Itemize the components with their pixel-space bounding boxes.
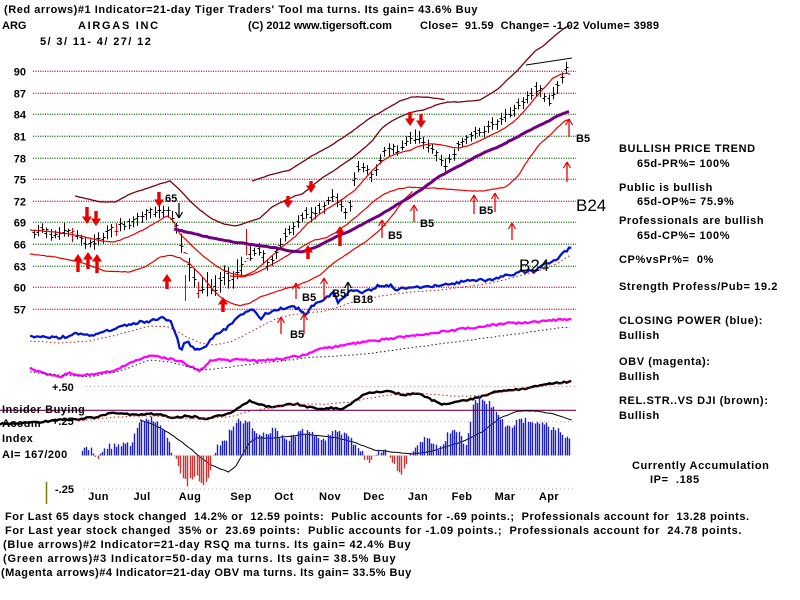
svg-text:72: 72 bbox=[14, 197, 26, 209]
svg-text:Index: Index bbox=[2, 433, 34, 445]
svg-text:Jan: Jan bbox=[408, 491, 428, 503]
svg-text:66: 66 bbox=[14, 240, 26, 252]
svg-text:Feb: Feb bbox=[452, 491, 473, 503]
svg-text:Oct: Oct bbox=[274, 491, 294, 503]
svg-text:CP%vsPr%= 0%: CP%vsPr%= 0% bbox=[619, 254, 714, 266]
svg-text:AIRGAS INC: AIRGAS INC bbox=[78, 20, 160, 32]
svg-text:84: 84 bbox=[14, 110, 27, 122]
svg-text:-.25: -.25 bbox=[55, 484, 74, 496]
svg-text:B5: B5 bbox=[420, 218, 434, 230]
svg-text:Public is bullish: Public is bullish bbox=[619, 182, 713, 194]
svg-text:69: 69 bbox=[14, 218, 26, 230]
svg-text:B5: B5 bbox=[332, 288, 346, 300]
svg-text:OBV (magenta):: OBV (magenta): bbox=[619, 356, 711, 368]
svg-text:(Green arrows)#3 Indicator=50-: (Green arrows)#3 Indicator=50-day ma tur… bbox=[3, 553, 396, 565]
svg-text:(C) 2012 www.tigersoft.com: (C) 2012 www.tigersoft.com bbox=[248, 20, 392, 32]
svg-text:B18: B18 bbox=[353, 294, 373, 306]
svg-text:IP= .185: IP= .185 bbox=[650, 474, 700, 486]
svg-text:90: 90 bbox=[14, 67, 26, 79]
svg-text:60: 60 bbox=[14, 283, 26, 295]
svg-text:B24: B24 bbox=[576, 196, 606, 215]
svg-text:78: 78 bbox=[14, 154, 26, 166]
svg-text:B5: B5 bbox=[388, 230, 402, 242]
svg-text:B24: B24 bbox=[519, 256, 549, 275]
svg-text:CLOSING POWER (blue):: CLOSING POWER (blue): bbox=[619, 315, 763, 327]
svg-text:ARG: ARG bbox=[2, 20, 26, 32]
svg-text:Nov: Nov bbox=[319, 491, 341, 503]
svg-text:Dec: Dec bbox=[363, 491, 384, 503]
svg-text:AI= 167/200: AI= 167/200 bbox=[2, 449, 68, 461]
svg-text:57: 57 bbox=[14, 305, 26, 317]
svg-text:B5: B5 bbox=[302, 292, 316, 304]
svg-text:For Last 65 days stock changed: For Last 65 days stock changed 14.2% or … bbox=[5, 511, 750, 523]
svg-text:Strength Profess/Pub= 19.2: Strength Profess/Pub= 19.2 bbox=[619, 281, 778, 293]
svg-text:Mar: Mar bbox=[495, 491, 516, 503]
svg-text:(Red arrows)#1 Indicator=21-da: (Red arrows)#1 Indicator=21-day Tiger Tr… bbox=[4, 4, 478, 16]
svg-text:Currently Accumulation: Currently Accumulation bbox=[632, 460, 769, 472]
svg-text:REL.STR..VS DJI (brown):: REL.STR..VS DJI (brown): bbox=[619, 395, 768, 407]
svg-text:Sep: Sep bbox=[230, 491, 251, 503]
svg-text:B5: B5 bbox=[290, 329, 304, 341]
svg-text:75: 75 bbox=[14, 175, 26, 187]
svg-text:81: 81 bbox=[14, 132, 26, 144]
svg-text:Bullish: Bullish bbox=[619, 410, 660, 422]
svg-text:65d-OP%= 75.9%: 65d-OP%= 75.9% bbox=[637, 196, 734, 208]
svg-text:+.25: +.25 bbox=[52, 416, 74, 428]
svg-text:BULLISH PRICE TREND: BULLISH PRICE TREND bbox=[619, 143, 756, 155]
svg-text:Jun: Jun bbox=[88, 491, 109, 503]
svg-text:65d-PR%= 100%: 65d-PR%= 100% bbox=[637, 158, 730, 170]
svg-text:Apr: Apr bbox=[539, 491, 559, 503]
svg-text:87: 87 bbox=[14, 89, 26, 101]
svg-text:Bullish: Bullish bbox=[619, 371, 660, 383]
svg-text:(Blue arrows)#2 Indicator=21-d: (Blue arrows)#2 Indicator=21-day RSQ ma … bbox=[3, 539, 411, 551]
svg-text:B5: B5 bbox=[479, 205, 493, 217]
svg-text:63: 63 bbox=[14, 262, 26, 274]
svg-text:Close= 91.59 Change= -1.02 V: Close= 91.59 Change= -1.02 Volume= 3989 bbox=[420, 20, 659, 32]
svg-text:65: 65 bbox=[165, 193, 177, 205]
svg-text:Accum: Accum bbox=[2, 418, 41, 430]
svg-text:For Last year stock changed 3: For Last year stock changed 35% or 23.69… bbox=[5, 525, 742, 537]
svg-text:5/ 3/ 11- 4/ 27/ 12: 5/ 3/ 11- 4/ 27/ 12 bbox=[40, 36, 152, 48]
svg-text:Jul: Jul bbox=[133, 491, 150, 503]
svg-text:(Magenta arrows)#4 Indicator=2: (Magenta arrows)#4 Indicator=21-day OBV … bbox=[1, 567, 412, 579]
svg-text:Professionals are bullish: Professionals are bullish bbox=[619, 215, 764, 227]
svg-text:Bullish: Bullish bbox=[619, 330, 660, 342]
svg-text:65d-CP%= 100%: 65d-CP%= 100% bbox=[637, 230, 730, 242]
svg-text:Insider Buying: Insider Buying bbox=[2, 404, 85, 416]
svg-text:+.50: +.50 bbox=[52, 382, 74, 394]
svg-text:Aug: Aug bbox=[179, 491, 202, 503]
svg-text:B5: B5 bbox=[576, 133, 590, 145]
